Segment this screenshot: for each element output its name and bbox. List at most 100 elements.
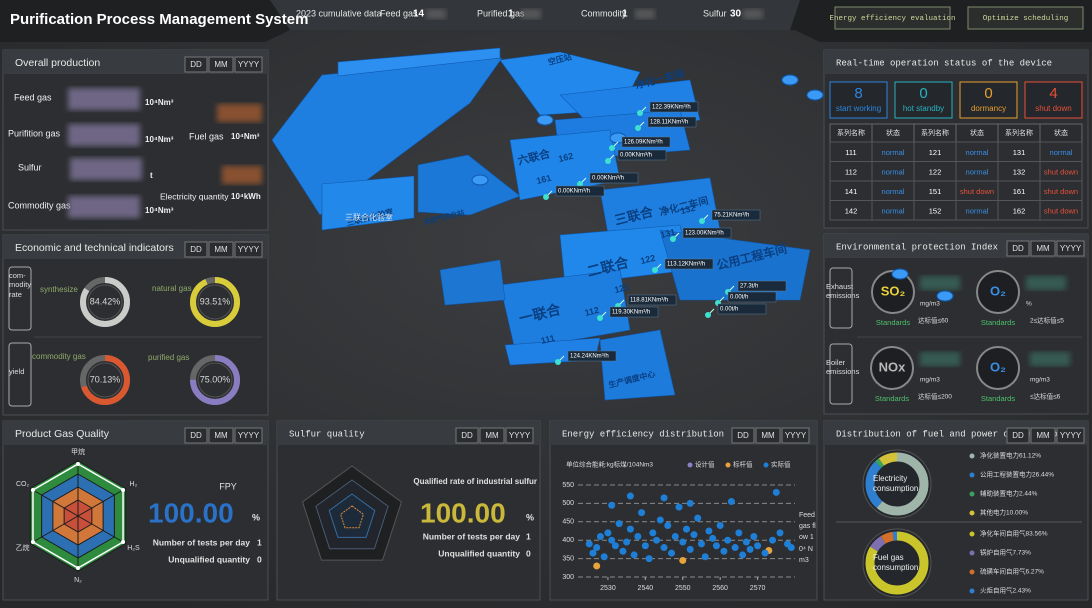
panel-title: Overall production (15, 57, 100, 69)
table-header: 状态 (970, 128, 984, 137)
donut-center-label: Fuel gas consumption (873, 553, 918, 572)
tank (891, 268, 909, 280)
panel (2, 234, 269, 416)
scatter-point (787, 544, 795, 552)
period-tab[interactable] (234, 241, 263, 258)
period-tab[interactable] (1030, 240, 1056, 257)
period-tab[interactable] (184, 241, 208, 258)
period-tab[interactable] (1056, 427, 1085, 444)
period-tab-label[interactable]: DD (1012, 244, 1024, 253)
legend-label: 辅助装置电力 (980, 489, 1019, 498)
period-tab-label[interactable]: DD (461, 431, 473, 440)
table-cell-text: 162 (1013, 206, 1026, 215)
table-header: 状态 (886, 128, 900, 137)
legend-value: 26.44% (1032, 472, 1054, 479)
gauge-label: natural gas (152, 284, 192, 293)
period-tab[interactable] (479, 427, 505, 444)
nav-button[interactable] (834, 6, 951, 30)
period-tab[interactable] (234, 427, 263, 444)
period-tab-label[interactable]: DD (190, 60, 202, 69)
period-tab[interactable] (208, 427, 234, 444)
period-tab[interactable] (731, 427, 755, 444)
period-tab[interactable] (234, 56, 263, 73)
scatter-point (649, 529, 657, 537)
x-axis-title: Feed gas flow 10⁴ Nm3 (799, 512, 816, 564)
flow-tag (567, 350, 617, 362)
period-tab-label[interactable]: DD (737, 431, 749, 440)
table-header: 系列名称 (837, 128, 865, 137)
flow-label: 123.00KNm³/h (685, 231, 724, 237)
group-box (829, 343, 853, 405)
stat-label: Sulfur (703, 8, 727, 18)
period-tab-label[interactable]: MM (485, 431, 499, 440)
period-tab-label[interactable]: MM (214, 431, 228, 440)
period-tab-label[interactable]: DD (190, 245, 202, 254)
period-tab[interactable] (1056, 240, 1085, 257)
scatter-point (746, 545, 754, 553)
nav-button[interactable] (967, 6, 1084, 30)
period-tab-label[interactable]: DD (1012, 431, 1024, 440)
building-label: 161 (535, 173, 552, 186)
period-tab-label[interactable]: YYYY (238, 245, 260, 254)
legend-dot (969, 453, 975, 459)
radar-dot (76, 566, 80, 570)
flow-label: 0.00KNm³/h (592, 176, 624, 182)
period-tab-label[interactable]: MM (1036, 431, 1050, 440)
scatter-point (608, 501, 616, 509)
period-tab-label[interactable]: MM (761, 431, 775, 440)
flow-label: 128.11KNm³/h (650, 120, 688, 126)
period-tab-label[interactable]: MM (1036, 244, 1050, 253)
y-tick-label: 500 (562, 500, 574, 507)
period-tab-label[interactable]: YYYY (785, 431, 807, 440)
period-tab-label[interactable]: MM (214, 60, 228, 69)
period-tab-label[interactable]: YYYY (238, 431, 260, 440)
period-tab[interactable] (755, 427, 781, 444)
period-tab-label[interactable]: DD (190, 431, 202, 440)
legend-dot (725, 462, 731, 468)
radar-axis-label: H₂ (130, 481, 138, 488)
group-label: Exhaust emissions (826, 282, 860, 301)
flow-node (637, 110, 643, 116)
nav-button-label[interactable]: Optimize scheduling (983, 15, 1069, 23)
building-label: 111 (540, 333, 556, 346)
radar-axis (30, 488, 79, 517)
period-tab-label[interactable]: MM (214, 245, 228, 254)
period-tab[interactable] (208, 241, 234, 258)
panel (823, 233, 1089, 415)
flow-tag (727, 291, 777, 303)
period-tab[interactable] (505, 427, 534, 444)
legend-dot (969, 550, 975, 556)
scatter-point (626, 492, 634, 500)
scatter-point (660, 544, 668, 552)
masked-value (920, 276, 960, 290)
period-tab[interactable] (184, 427, 208, 444)
legend-dot (969, 510, 975, 516)
period-tab[interactable] (184, 56, 208, 73)
period-tab[interactable] (1030, 427, 1056, 444)
item-label: Sulfur (18, 162, 42, 172)
table-cell-text: 152 (929, 206, 942, 215)
radar-axis (77, 488, 126, 517)
unqualified-label: Unqualified quantity (438, 548, 520, 558)
period-tab[interactable] (1006, 240, 1030, 257)
period-tab-label[interactable]: YYYY (1060, 244, 1082, 253)
status-count: 4 (1049, 85, 1057, 102)
gauge-value: 70.13% (90, 374, 121, 384)
legend-value: 6.27% (1026, 569, 1045, 576)
masked-value (635, 9, 655, 19)
period-tab-label[interactable]: YYYY (238, 60, 260, 69)
period-tab-label[interactable]: YYYY (1060, 431, 1082, 440)
period-tab[interactable] (1006, 427, 1030, 444)
y-axis-title: 单位综合能耗:kg标煤/104Nm3 (566, 460, 653, 469)
nav-button-label[interactable]: Energy efficiency evaluation (829, 15, 955, 23)
table-cell-text: normal (882, 187, 905, 196)
period-tab[interactable] (781, 427, 810, 444)
period-tab-label[interactable]: YYYY (509, 431, 531, 440)
pollutant-name: O₂ (990, 283, 1006, 298)
scatter-point (690, 531, 698, 539)
flow-node (705, 312, 711, 318)
plant-block (417, 154, 521, 216)
period-tab[interactable] (208, 56, 234, 73)
group-label: Exhaust emissions (826, 282, 860, 301)
period-tab[interactable] (455, 427, 479, 444)
